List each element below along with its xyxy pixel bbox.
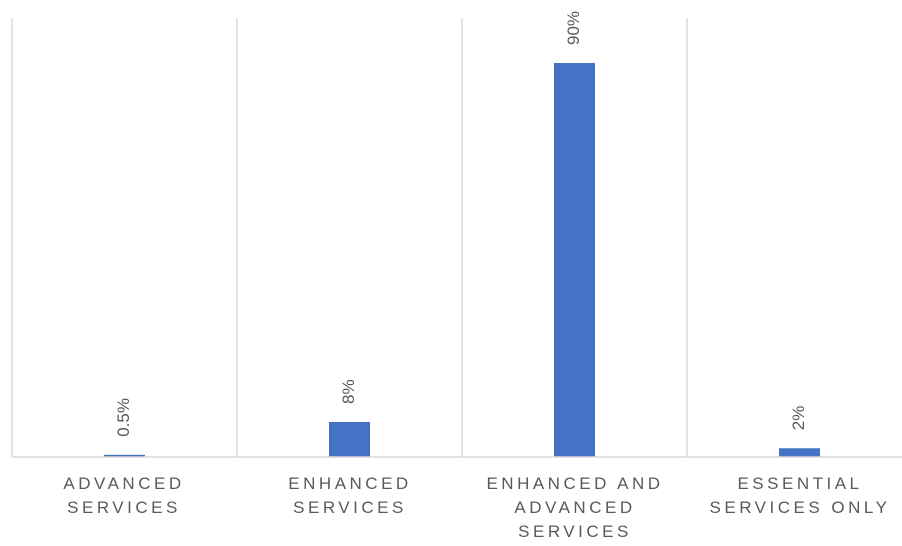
gridlines xyxy=(11,18,688,457)
category-label-essential-services-only: ESSENTIAL SERVICES ONLY xyxy=(700,472,900,520)
category-label-enhanced-and-advanced-services: ENHANCED AND ADVANCED SERVICES xyxy=(475,472,675,544)
category-label-enhanced-services: ENHANCED SERVICES xyxy=(250,472,450,520)
bar xyxy=(554,63,595,457)
category-label-line: ENHANCED xyxy=(288,474,412,493)
data-label: 2% xyxy=(789,406,808,431)
data-label: 8% xyxy=(339,379,358,404)
category-label-line: ESSENTIAL xyxy=(737,474,863,493)
category-label-line: ENHANCED AND xyxy=(486,474,664,493)
category-label-line: SERVICES xyxy=(518,522,632,541)
category-label-advanced-services: ADVANCED SERVICES xyxy=(24,472,224,520)
category-label-line: SERVICES ONLY xyxy=(709,498,891,517)
category-label-line: ADVANCED xyxy=(63,474,185,493)
category-label-line: ADVANCED xyxy=(514,498,636,517)
bar xyxy=(779,448,820,457)
data-label: 90% xyxy=(564,11,583,45)
category-label-line: SERVICES xyxy=(293,498,407,517)
bar xyxy=(104,454,145,457)
data-label: 0.5% xyxy=(114,398,133,437)
data-labels: 0.5% 8% 90% 2% xyxy=(114,11,808,437)
bars xyxy=(104,63,820,457)
bar xyxy=(329,421,370,457)
category-label-line: SERVICES xyxy=(67,498,181,517)
